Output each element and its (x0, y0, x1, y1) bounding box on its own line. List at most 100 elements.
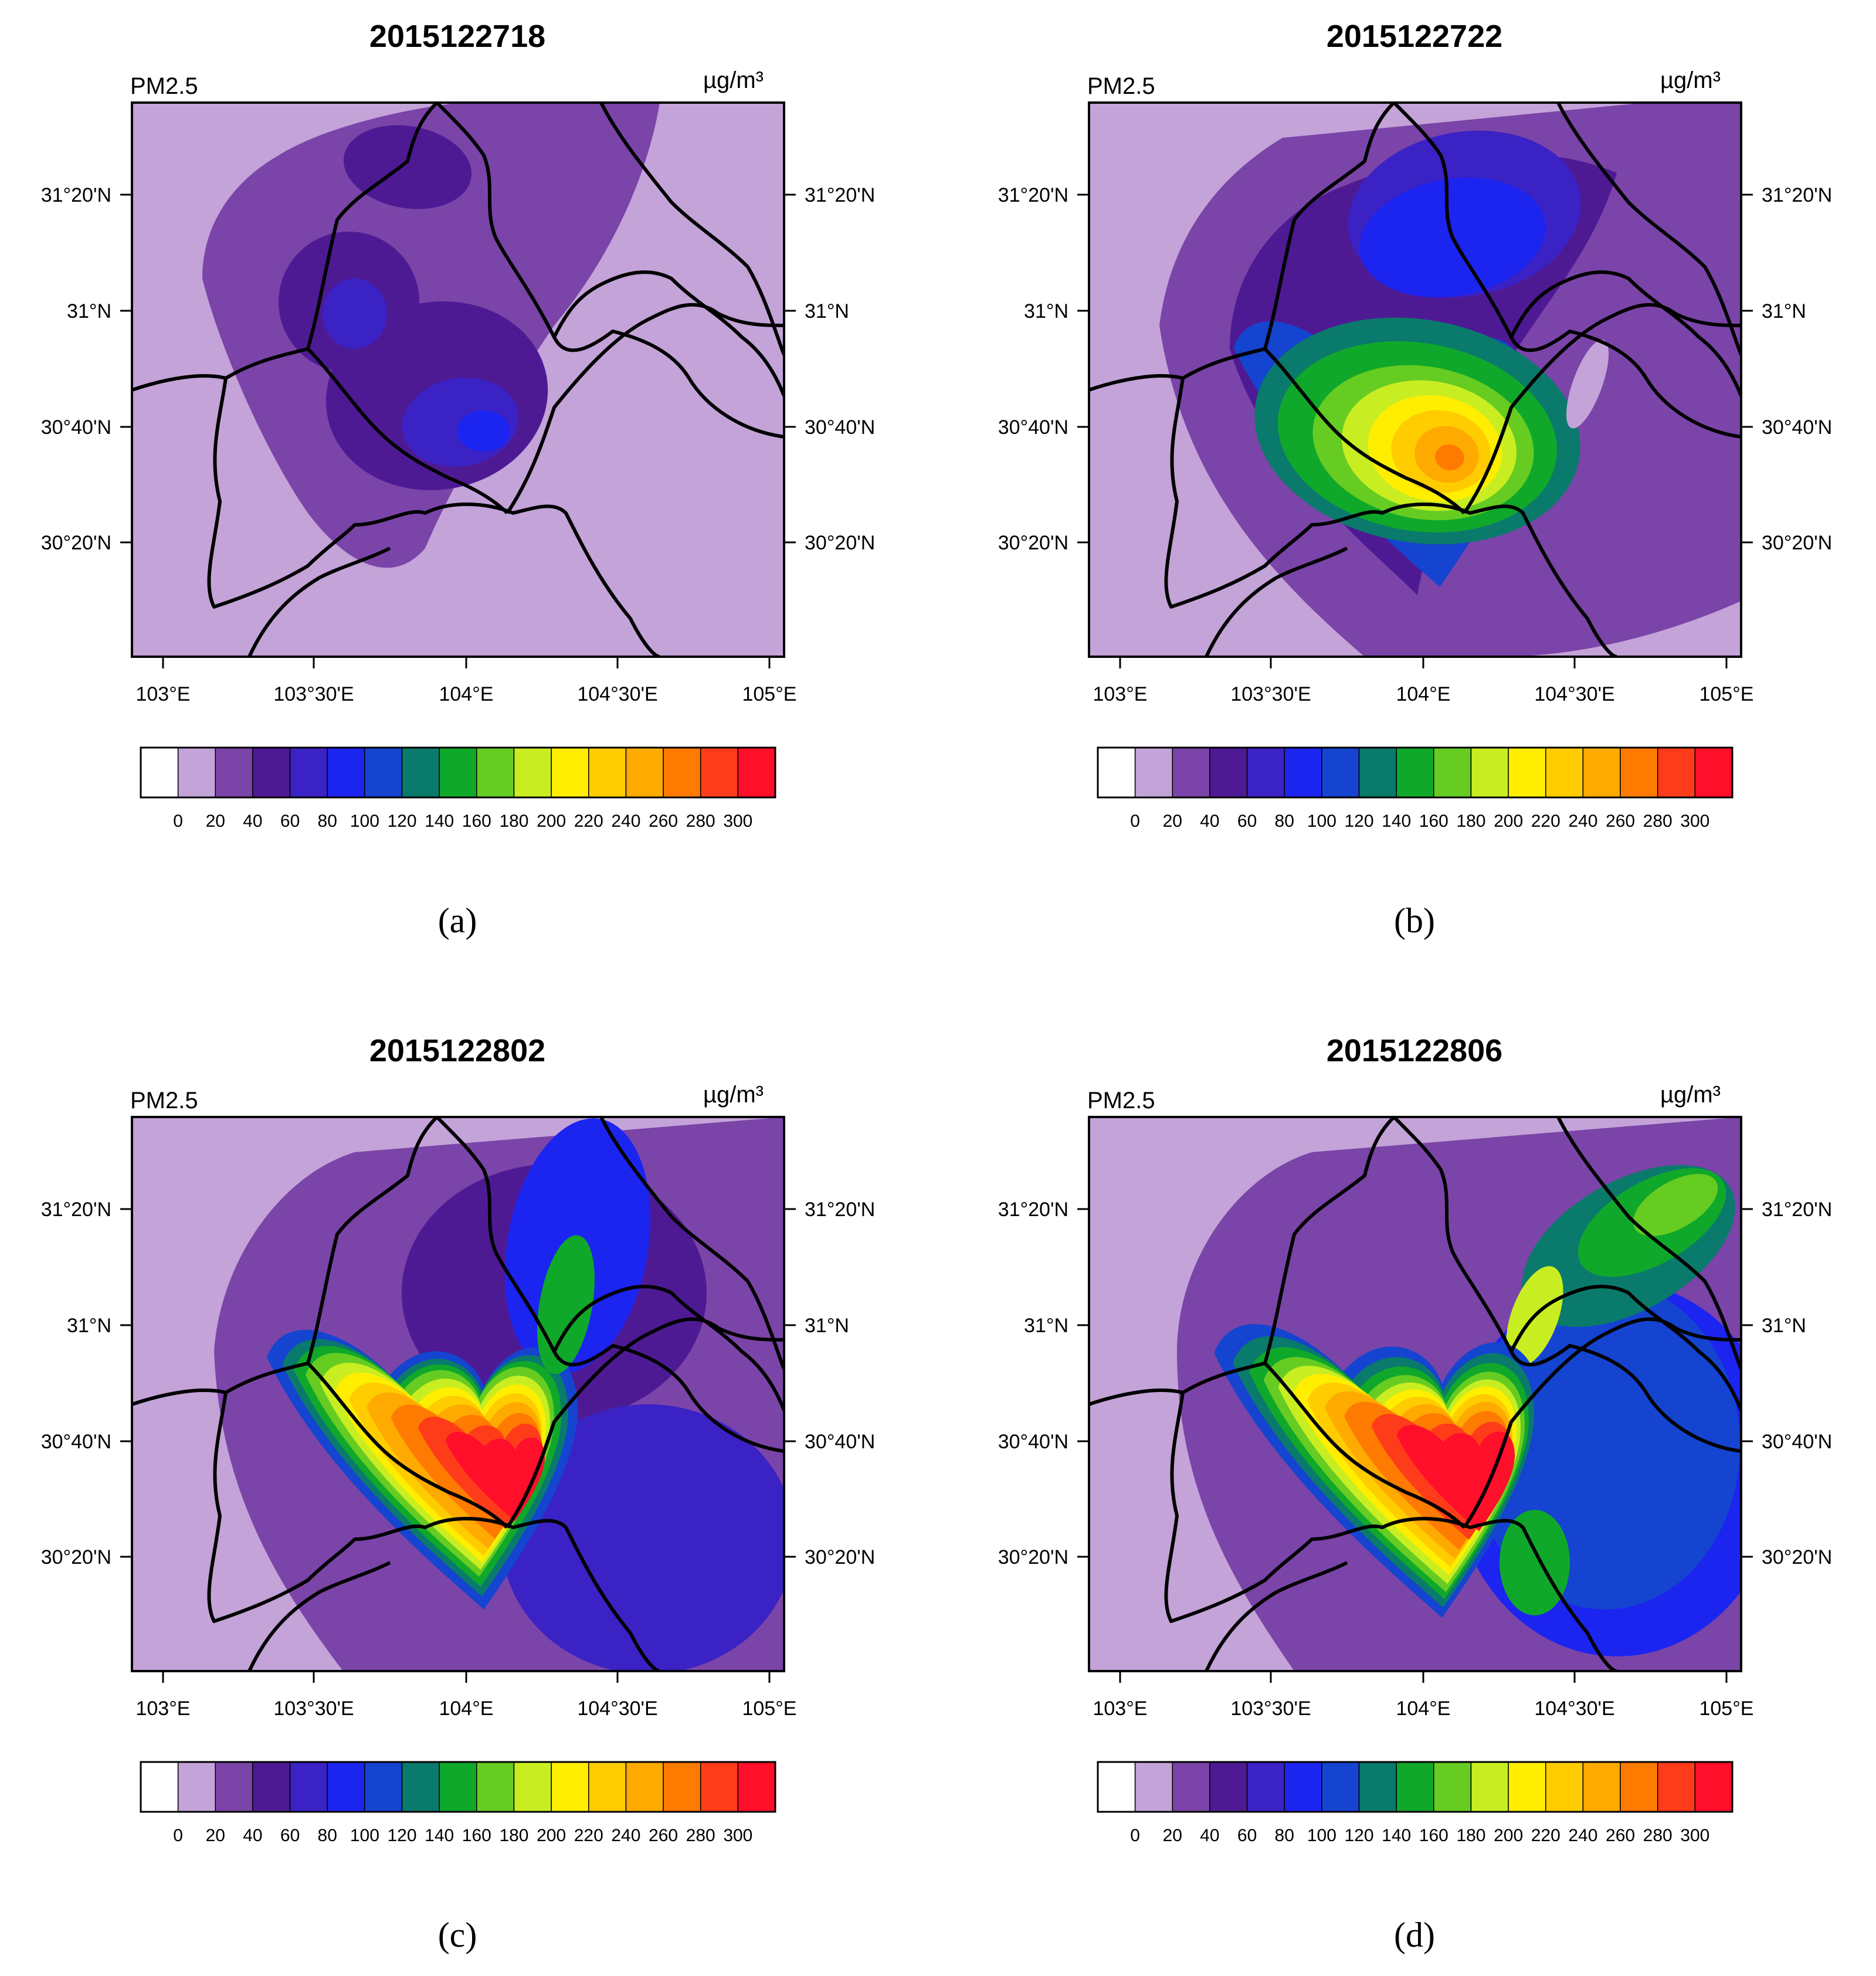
colorbar-label: 220 (574, 812, 603, 831)
colorbar-label: 0 (1130, 1826, 1140, 1845)
lon-tick-label: 105°E (742, 1697, 796, 1720)
lon-tick-label: 103°30'E (273, 683, 354, 705)
lat-tick-label-left: 31°N (67, 1315, 111, 1337)
lat-tick-label-right: 31°20'N (1762, 184, 1832, 206)
colorbar-swatch (1321, 747, 1360, 798)
colorbar-label: 60 (280, 1826, 300, 1845)
colorbar: 0 20 40 60 80 100 120 140 160 180 200 220 240 260 280 3… (1097, 746, 1733, 831)
boundary-line (132, 1117, 439, 1406)
colorbar-swatch (1358, 747, 1397, 798)
lon-tick-label: 105°E (1699, 1697, 1753, 1720)
colorbar-label: 260 (649, 812, 678, 831)
colorbar-swatch (1134, 747, 1173, 798)
lon-tick-label: 104°E (439, 683, 493, 705)
admin-boundaries (132, 1117, 784, 1671)
colorbar-label: 140 (1382, 1826, 1411, 1845)
boundary-line (599, 103, 784, 356)
colorbar-swatch (625, 1761, 664, 1812)
lat-tick-label-right: 30°20'N (1762, 1546, 1832, 1568)
lat-tick-label-left: 30°40'N (41, 1431, 111, 1453)
colorbar-label: 160 (1419, 812, 1448, 831)
lon-tick-label: 103°E (135, 1697, 190, 1720)
boundary-line (1263, 1362, 1466, 1529)
colorbar-label: 140 (425, 1826, 454, 1845)
concentration-contour (1500, 1510, 1570, 1615)
colorbar-swatch (1358, 1761, 1397, 1812)
colorbar-label: 40 (1200, 1826, 1219, 1845)
lat-tick-label-right: 30°40'N (805, 416, 875, 439)
boundary-line (1089, 103, 1396, 392)
lat-tick-label-right: 30°20'N (1762, 532, 1832, 554)
colorbar-label: 180 (499, 812, 528, 831)
colorbar-swatch (1657, 747, 1696, 798)
colorbar-swatch (177, 1761, 216, 1812)
colorbar-label: 20 (206, 812, 225, 831)
panel-title: 2015122722 (1327, 19, 1502, 54)
colorbar-label: 140 (425, 812, 454, 831)
colorbar-label: 260 (1606, 812, 1635, 831)
colorbar-swatch (140, 747, 179, 798)
boundary-line (506, 303, 784, 514)
colorbar-swatch (1433, 747, 1472, 798)
colorbar-swatch (401, 1761, 440, 1812)
colorbar-swatch (1582, 747, 1621, 798)
colorbar-swatch (1545, 747, 1584, 798)
colorbar-label: 60 (1237, 1826, 1257, 1845)
map-panel-c: 2015122802 PM2.5 µg/m³ 103°E 103°30'E 104°E 10… (41, 1033, 876, 1954)
colorbar-label: 260 (649, 1826, 678, 1845)
colorbar-label: 180 (1456, 812, 1485, 831)
lon-tick-label: 104°30'E (577, 683, 657, 705)
colorbar-label: 20 (1163, 812, 1182, 831)
colorbar-swatch (364, 747, 403, 798)
boundary-line (599, 1117, 784, 1370)
boundary-line (1463, 303, 1741, 514)
colorbar-swatch (177, 747, 216, 798)
colorbar-swatch (1694, 747, 1733, 798)
map-frame (131, 101, 785, 658)
map-panel-d: 2015122806 PM2.5 µg/m³ 103°E 103°30'E 104°E 10… (998, 1033, 1833, 1954)
colorbar-label: 200 (1494, 1826, 1523, 1845)
lat-tick-label-left: 30°20'N (41, 1546, 111, 1568)
colorbar-label: 20 (1163, 1826, 1182, 1845)
boundary-line (552, 270, 784, 397)
colorbar-swatch (364, 1761, 403, 1812)
concentration-contour (323, 279, 387, 349)
boundary-line (1463, 1317, 1741, 1529)
field-label: PM2.5 (130, 73, 198, 99)
map-frame (131, 1116, 785, 1672)
colorbar-swatch (513, 1761, 552, 1812)
colorbar-swatch (1657, 1761, 1696, 1812)
colorbar-label: 300 (723, 1826, 752, 1845)
colorbar-swatch (401, 747, 440, 798)
boundary-line (1509, 270, 1741, 397)
colorbar-swatch (1470, 1761, 1509, 1812)
boundary-line (1164, 1392, 1617, 1671)
map-panel-a: 2015122718 PM2.5 µg/m³ 103°E 103°30'E 104°E 10… (41, 19, 876, 940)
lat-tick-label-right: 31°20'N (805, 1198, 875, 1221)
lat-tick-label-right: 31°N (805, 300, 849, 322)
colorbar-label: 120 (1344, 812, 1373, 831)
boundary-line (306, 347, 509, 515)
admin-boundaries (1089, 1117, 1741, 1671)
lat-tick-label-right: 31°N (1762, 1315, 1806, 1337)
colorbar-label: 180 (499, 1826, 528, 1845)
colorbar-label: 60 (1237, 812, 1257, 831)
colorbar-swatch (1545, 1761, 1584, 1812)
lon-tick-label: 104°30'E (1534, 683, 1614, 705)
colorbar-label: 220 (574, 1826, 603, 1845)
lat-tick-label-right: 31°20'N (805, 184, 875, 206)
colorbar-swatch (439, 747, 477, 798)
lat-tick-label-right: 31°20'N (1762, 1198, 1832, 1221)
lon-tick-label: 103°30'E (1230, 1697, 1311, 1720)
lat-tick-label-left: 31°20'N (998, 1198, 1068, 1221)
colorbar-swatch (1396, 747, 1434, 798)
colorbar-swatch (513, 747, 552, 798)
lon-tick-label: 104°30'E (1534, 1697, 1614, 1720)
lat-tick-label-left: 30°40'N (41, 416, 111, 439)
colorbar-swatch (1470, 747, 1509, 798)
colorbar-label: 120 (1344, 1826, 1373, 1845)
lon-tick-label: 105°E (1699, 683, 1753, 705)
concentration-contour (445, 1431, 545, 1522)
colorbar-swatch (1396, 1761, 1434, 1812)
colorbar-swatch (1172, 747, 1210, 798)
